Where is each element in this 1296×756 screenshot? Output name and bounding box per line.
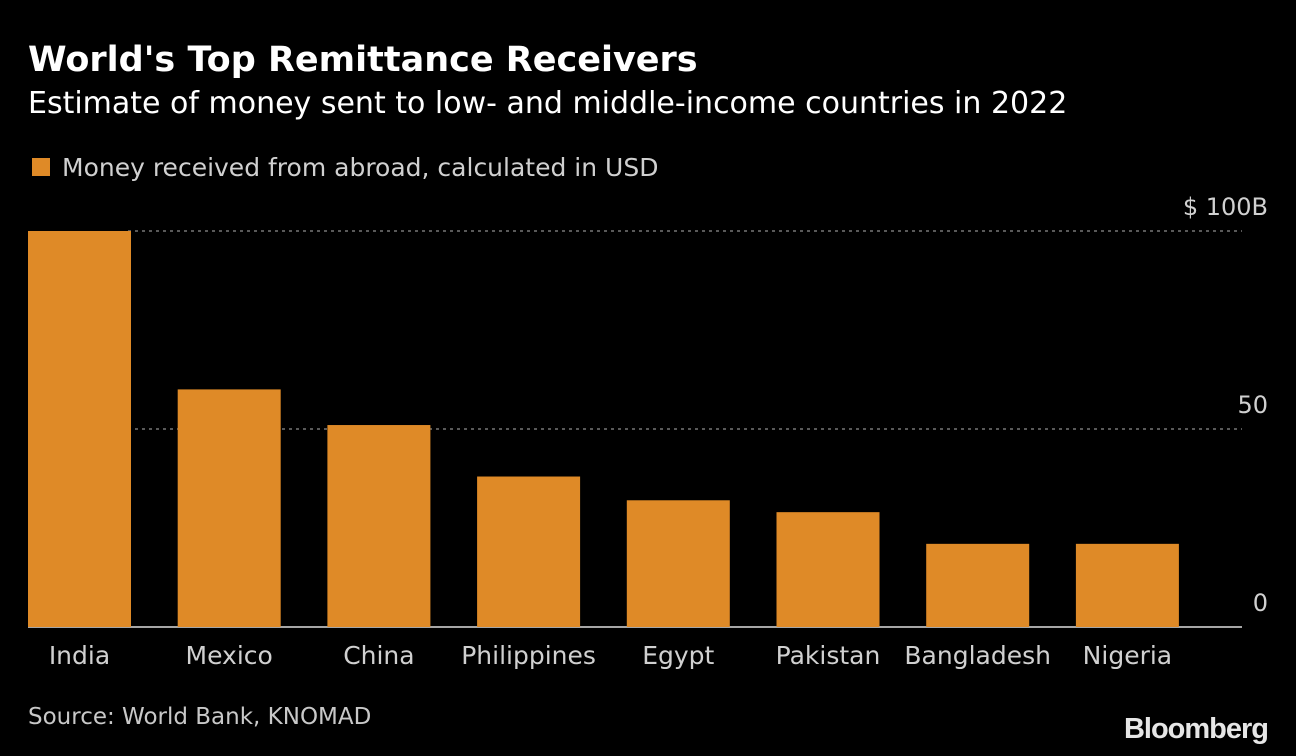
labels-layer: 0 50 $ 100B India Mexico China Philippines Egyp…: [49, 193, 1268, 670]
chart-title: World's Top Remittance Receivers: [28, 40, 698, 80]
bars-layer: [28, 231, 1179, 627]
bar-bangladesh: [926, 543, 1030, 627]
x-tick-label: Nigeria: [1083, 641, 1172, 670]
y-tick-label: $ 100B: [1183, 193, 1268, 221]
x-tick-label: India: [49, 641, 110, 670]
bar-nigeria: [1075, 543, 1179, 627]
x-tick-label: Philippines: [461, 641, 596, 670]
y-tick-label: 50: [1237, 391, 1268, 419]
bloomberg-logo: Bloomberg: [1123, 713, 1269, 745]
x-tick-label: Bangladesh: [904, 641, 1051, 670]
bar-china: [327, 425, 431, 627]
bar-pakistan: [776, 512, 880, 627]
legend-swatch: [32, 158, 50, 176]
bar-egypt: [626, 500, 730, 627]
legend-label: Money received from abroad, calculated i…: [62, 152, 659, 182]
bar-mexico: [177, 389, 281, 627]
x-tick-label: Egypt: [642, 641, 714, 670]
chart-subtitle: Estimate of money sent to low- and middl…: [28, 86, 1068, 121]
y-tick-label: 0: [1253, 589, 1268, 617]
source-note: Source: World Bank, KNOMAD: [28, 704, 372, 730]
bar-india: [28, 231, 131, 627]
x-tick-label: China: [343, 641, 414, 670]
x-tick-label: Pakistan: [776, 641, 881, 670]
legend: Money received from abroad, calculated i…: [32, 152, 658, 182]
x-tick-label: Mexico: [186, 641, 273, 670]
bar-philippines: [477, 476, 581, 627]
